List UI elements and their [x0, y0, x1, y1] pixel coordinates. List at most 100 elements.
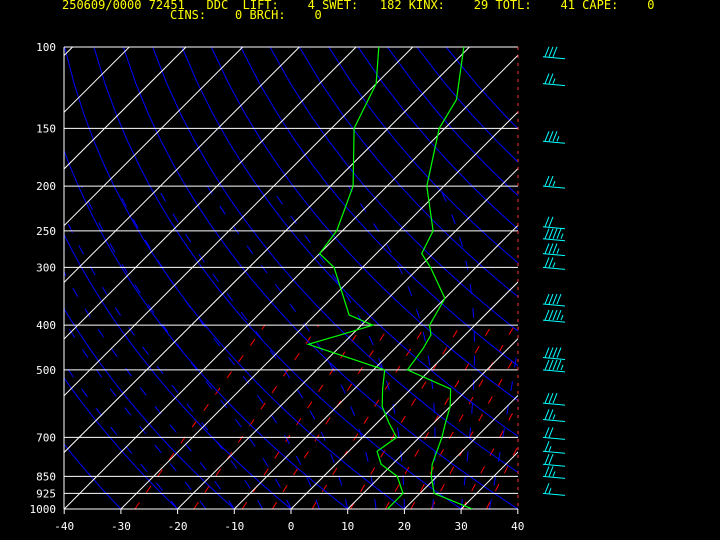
- pressure-tick-label: 250: [36, 225, 56, 238]
- wind-barb-half-flag: [556, 248, 560, 254]
- pressure-tick-label: 1000: [30, 503, 57, 516]
- isotherm-line: [64, 47, 470, 454]
- sounding-profiles: [306, 47, 473, 509]
- wind-barb: [542, 46, 566, 60]
- wind-barb-flag: [552, 392, 558, 404]
- wind-barb-flag: [548, 293, 554, 305]
- wind-barb-flag: [548, 409, 554, 420]
- wind-barb-flag: [548, 427, 554, 438]
- wind-barb-flag: [552, 46, 558, 57]
- isotherm-line: [64, 47, 414, 397]
- isotherm-line: [0, 47, 16, 509]
- isotherm-line: [404, 394, 518, 509]
- moist-adiabat-line: [438, 185, 475, 509]
- wind-barb: [542, 175, 566, 189]
- wind-barb-half-flag: [548, 488, 552, 494]
- pressure-tick-label: 150: [36, 122, 56, 135]
- wind-barb-flag: [556, 309, 562, 321]
- dry-adiabat-line: [64, 376, 178, 509]
- wind-barb: [542, 216, 566, 230]
- wind-barb-staff: [542, 492, 566, 496]
- wind-barb: [542, 73, 566, 87]
- wind-barb-staff: [542, 319, 566, 323]
- wind-barb-flag: [556, 293, 562, 305]
- wind-barb-half-flag: [552, 262, 556, 268]
- wind-barb-half-flag: [560, 314, 564, 321]
- wind-barb-flag: [544, 216, 550, 227]
- mixing-ratio-line: [311, 324, 427, 509]
- isotherm-line: [233, 224, 518, 509]
- wind-barb-flag: [548, 175, 554, 187]
- dry-adiabat-line: [64, 149, 349, 509]
- wind-barb-staff: [542, 369, 566, 373]
- wind-barb-staff: [542, 140, 566, 144]
- wind-barb-flag: [552, 293, 558, 305]
- wind-barb-flag: [544, 466, 550, 477]
- dry-adiabat-line: [64, 47, 405, 509]
- dry-adiabat-line: [240, 47, 518, 367]
- temperature-tick-label: -40: [54, 520, 74, 533]
- wind-barb-flag: [548, 347, 554, 358]
- wind-barb: [542, 441, 566, 454]
- temperature-tick-label: 20: [398, 520, 411, 533]
- wind-barb-staff: [542, 253, 566, 257]
- wind-barb-flag: [544, 483, 550, 494]
- wind-barb: [542, 359, 566, 373]
- wind-barb-half-flag: [552, 180, 556, 187]
- pressure-tick-label: 400: [36, 319, 56, 332]
- wind-barb-staff: [542, 56, 566, 60]
- wind-barb: [542, 427, 566, 440]
- pressure-axis: 100 150 200 250 300 400 500 700 850 925 1000: [30, 41, 57, 516]
- isotherm-line: [64, 47, 187, 170]
- moist-adiabat-line: [115, 185, 320, 509]
- isotherm-line: [120, 111, 518, 509]
- pressure-tick-label: 100: [36, 41, 56, 54]
- isotherms: [0, 47, 518, 509]
- pressure-tick-label: 700: [36, 431, 56, 444]
- wind-barb-flag: [548, 46, 554, 57]
- wind-barb-flag: [544, 73, 550, 84]
- wind-barb-staff: [542, 83, 566, 87]
- dry-adiabat-line: [210, 47, 518, 402]
- wind-barb-flag: [552, 309, 558, 321]
- wind-barb-flag: [544, 359, 550, 371]
- wind-barb-half-flag: [552, 471, 556, 477]
- wind-barb-flag: [544, 46, 550, 57]
- temperature-tick-label: 30: [454, 520, 467, 533]
- pressure-tick-label: 850: [36, 470, 56, 483]
- wind-barb: [542, 228, 566, 242]
- moist-adiabat-line: [64, 213, 264, 509]
- pressure-tick-label: 500: [36, 364, 56, 377]
- wind-barb-staff: [542, 226, 566, 230]
- dry-adiabat-line: [64, 443, 122, 509]
- moist-adiabat-line: [81, 185, 292, 509]
- wind-barb-flag: [544, 427, 550, 438]
- wind-barb-flag: [556, 347, 562, 358]
- wind-barb: [542, 454, 566, 467]
- wind-barb-staff: [542, 418, 566, 422]
- dry-adiabat-line: [298, 47, 518, 298]
- wind-barb-staff: [542, 357, 566, 361]
- moist-adiabat-line: [269, 185, 405, 509]
- pressure-tick-label: 925: [36, 487, 56, 500]
- temperature-tick-label: 40: [511, 520, 524, 533]
- moist-adiabat-line: [517, 505, 518, 509]
- isotherm-line: [347, 337, 518, 509]
- wind-barb-flag: [556, 228, 562, 239]
- isotherm-line: [290, 281, 518, 509]
- wind-barb-flag: [552, 347, 558, 358]
- wind-barb-flag: [544, 309, 550, 321]
- moist-adiabat-line: [64, 319, 207, 509]
- wind-barb: [542, 257, 566, 270]
- wind-barb-flag: [544, 409, 550, 420]
- pressure-tick-label: 300: [36, 261, 56, 274]
- wind-barb-staff: [542, 475, 566, 479]
- wind-barb-staff: [542, 185, 566, 189]
- isotherm-line: [64, 54, 518, 509]
- temperature-axis: -40 -30 -20 -10 0 10 20 30 40: [54, 509, 524, 533]
- wind-barb: [542, 131, 566, 144]
- wind-barb-flag: [548, 466, 554, 477]
- mixing-ratio-line: [486, 445, 518, 509]
- wind-barb-flag: [548, 257, 554, 268]
- wind-barb: [542, 293, 566, 307]
